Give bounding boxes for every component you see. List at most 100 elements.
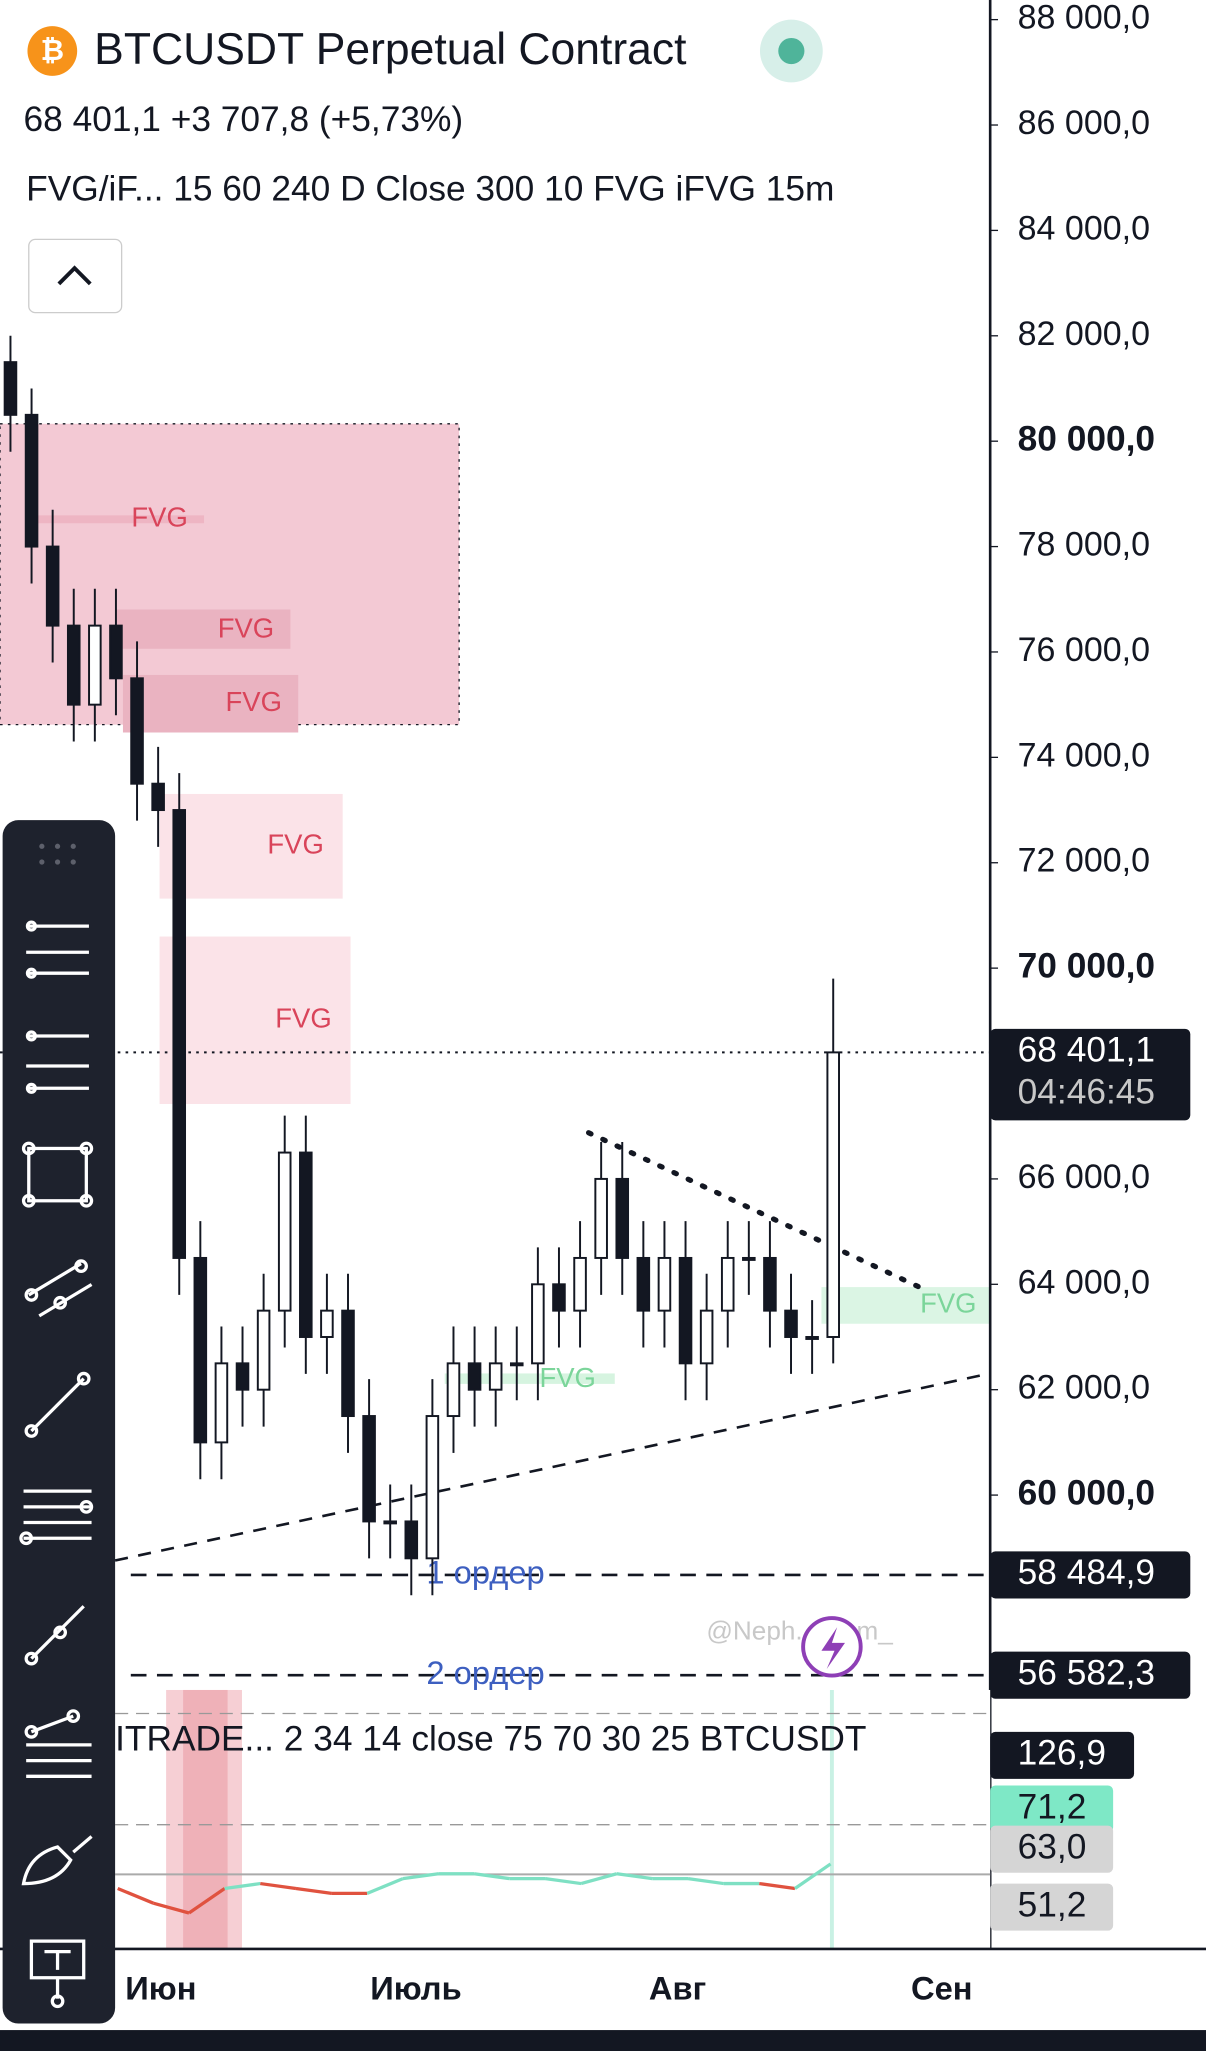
tool-short[interactable] [25,920,89,979]
osc-line [687,1877,724,1886]
candle-body [657,1256,672,1312]
candle-body [88,624,102,706]
candle-body [531,1283,545,1365]
y-tick-label: 84 000,0 [1018,209,1150,247]
candle-body [193,1256,208,1444]
candle-body [362,1415,376,1523]
candle-body [45,545,60,627]
osc-line [473,1872,511,1881]
tool-channel[interactable] [24,1259,93,1318]
fvg-label: FVG [131,502,187,533]
y-tick-label: 60 000,0 [1018,1473,1155,1512]
candle-body [699,1309,714,1365]
price-badge [990,1028,1191,1121]
candle-body [720,1256,735,1312]
candle-body [109,624,123,680]
y-tick-label: 78 000,0 [1018,526,1150,564]
candle-body [214,1362,229,1444]
toolbar-bg [2,820,116,2024]
countdown: 04:46:45 [1018,1073,1155,1112]
chevron-icon [57,265,92,286]
price-axis-bg [990,0,1206,1949]
time-axis-bg [0,1948,1206,2031]
osc-line [152,1901,190,1915]
x-tick-label: Авг [649,1969,706,2006]
candle-body [636,1256,651,1312]
osc-badge-label: 71,2 [1018,1787,1087,1826]
candle-body [299,1151,313,1338]
fvg-zone [159,793,343,899]
fvg-zone [159,936,351,1104]
osc-line [402,1872,439,1881]
candle-body [763,1256,777,1312]
symbol-title: BTCUSDT Perpetual Contract [94,25,687,74]
candle-body [256,1309,271,1391]
candle-body [552,1283,566,1312]
candle-body [404,1520,419,1560]
osc-line [580,1872,618,1886]
price-badge-label: 56 582,3 [1018,1654,1155,1693]
collapse-button[interactable] [28,238,123,314]
tool-ray[interactable] [24,1605,85,1666]
osc-badge [990,1825,1114,1873]
candle-body [320,1309,334,1338]
price-badge [990,1551,1191,1599]
candle-body [383,1520,397,1525]
osc-line [117,1886,154,1905]
tool-fib[interactable] [19,1489,94,1546]
osc-line [794,1862,832,1890]
osc-line [545,1877,582,1886]
osc-badge [990,1731,1135,1779]
fvg-label: FVG [218,613,274,644]
fvg-label: FVG [275,1003,331,1034]
osc-highlight [183,1689,228,1949]
osc-line [616,1872,653,1881]
candle-body [573,1256,587,1312]
support-trendline [114,1372,991,1562]
tool-pitchfork[interactable] [24,1709,92,1778]
x-tick-label: Июль [370,1969,461,2006]
candle-body [151,782,165,812]
tool-rectangle[interactable] [21,1141,94,1208]
fvg-label: FVG [267,829,323,860]
osc-line [260,1881,297,1891]
osc-badge-label: 126,9 [1018,1734,1106,1773]
tool-trendline[interactable] [24,1371,91,1438]
osc-line [188,1887,226,1915]
drawing-toolbar [2,820,116,2024]
osc-line [224,1881,261,1891]
price-badge-label: 68 401,1 [1018,1031,1155,1070]
y-tick-label: 80 000,0 [1018,420,1155,459]
indicator-sub: ITRADE... 2 34 14 close 75 70 30 25 BTCU… [115,1719,866,1758]
tool-text[interactable] [29,1939,86,2009]
status-dot [778,37,805,65]
candle-body [446,1362,461,1418]
indicator-main: FVG/iF... 15 60 240 D Close 300 10 FVG i… [26,169,834,208]
y-tick-label: 64 000,0 [1018,1263,1150,1301]
tool-brush[interactable] [21,1835,93,1886]
coin-symbol: ₿ [41,35,64,67]
watermark-bolt [821,1627,845,1670]
watermark: @Neph... Sam_ [706,1615,893,1645]
tool-long[interactable] [25,1030,89,1094]
candle-body [341,1309,355,1418]
fvg-label: FVG [920,1288,976,1319]
candle-body [509,1362,524,1367]
y-tick-label: 82 000,0 [1018,315,1150,353]
osc-line [295,1886,332,1895]
candle-body [172,809,187,1259]
y-tick-label: 72 000,0 [1018,842,1150,880]
osc-badge [990,1785,1114,1833]
candle-body [488,1362,503,1391]
price-badge [990,1651,1191,1699]
candle-body [235,1362,250,1391]
price-change: 68 401,1 +3 707,8 (+5,73%) [24,100,464,139]
y-tick-label: 74 000,0 [1018,736,1150,774]
order-label: 2 ордер [426,1654,544,1691]
candle-body [784,1309,798,1338]
candle-body [3,361,18,416]
coin-icon [27,26,78,76]
osc-line [366,1877,404,1895]
fvg-zone-bull [821,1287,991,1324]
candle-body [826,1051,840,1338]
